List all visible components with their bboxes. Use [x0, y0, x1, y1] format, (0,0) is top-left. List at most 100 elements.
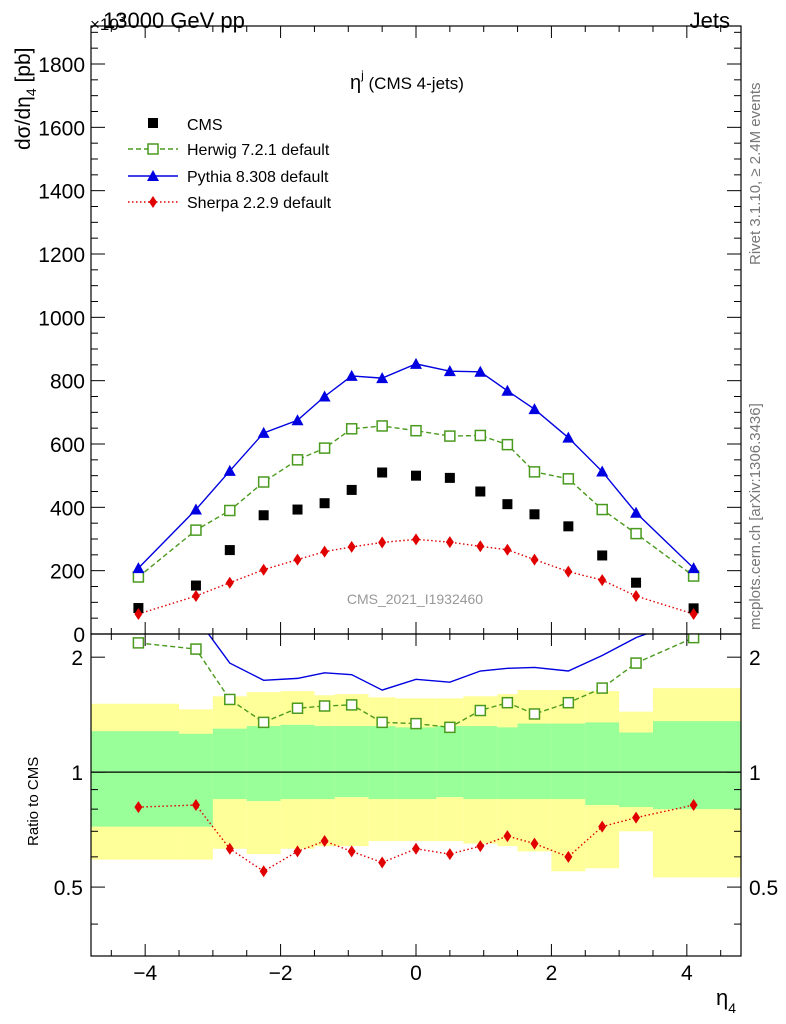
point-cms	[597, 550, 608, 561]
point-cms	[631, 577, 642, 588]
ratio-data	[91, 634, 741, 878]
point-cms	[319, 498, 330, 509]
ratio-point-sherpa	[564, 850, 573, 863]
x-tick-label: −2	[269, 962, 293, 985]
ratio-point-herwig	[687, 634, 700, 644]
point-pythia	[132, 562, 145, 574]
point-sherpa	[293, 553, 302, 566]
legend-marker-herwig	[147, 143, 159, 155]
point-herwig	[376, 420, 388, 432]
ratio-point-sherpa	[598, 820, 607, 833]
ratio-point-herwig	[376, 716, 388, 729]
band-inner	[368, 726, 396, 800]
ratio-point-sherpa	[259, 865, 268, 878]
point-sherpa	[412, 533, 420, 546]
point-herwig	[132, 571, 145, 583]
point-pythia	[189, 503, 202, 515]
x-tick-label: 0	[410, 962, 422, 985]
legend-item-pythia: Pythia 8.308 default	[128, 169, 329, 186]
main-panel: ηj (CMS 4-jets) CMS_2021_I1932460 200 400…	[12, 25, 742, 647]
point-pythia	[501, 384, 514, 396]
point-pythia	[318, 390, 331, 402]
band-inner	[314, 726, 335, 800]
point-herwig	[562, 473, 575, 485]
band-inner	[246, 726, 281, 802]
point-cms	[346, 484, 357, 495]
point-sherpa	[530, 553, 539, 566]
point-herwig	[528, 466, 541, 478]
watermark-label: CMS_2021_I1932460	[347, 591, 483, 607]
ratio-axes: −4 −2 0 2 4 0.5 0.5 1 1 2 2	[54, 634, 778, 985]
point-herwig	[345, 423, 358, 435]
ratio-point-herwig	[291, 702, 304, 714]
point-cms	[475, 486, 486, 497]
ratio-y-label: Ratio to CMS	[25, 757, 42, 846]
point-herwig	[318, 442, 331, 454]
ratio-point-herwig	[562, 696, 575, 709]
ratio-point-herwig	[190, 643, 202, 655]
ratio-y-tick-label-right: 1	[749, 762, 761, 785]
ratio-point-herwig	[630, 657, 642, 669]
y-tick-label: 1000	[38, 307, 85, 330]
point-sherpa	[320, 545, 329, 558]
point-sherpa	[225, 576, 234, 589]
ratio-y-tick-label-right: 0.5	[749, 877, 778, 900]
y-tick-label: 200	[50, 561, 85, 584]
point-pythia	[345, 369, 358, 381]
ratio-point-herwig	[345, 699, 358, 711]
band-inner	[619, 732, 653, 808]
point-herwig	[444, 430, 456, 442]
point-sherpa	[598, 574, 607, 587]
point-cms	[377, 467, 388, 478]
ratio-point-herwig	[132, 637, 145, 649]
ratio-point-sherpa	[412, 842, 420, 855]
point-pythia	[410, 357, 422, 369]
ratio-point-sherpa	[225, 842, 234, 855]
ratio-line-pythia	[207, 634, 649, 691]
point-sherpa	[378, 536, 387, 549]
band-inner	[585, 722, 620, 806]
ratio-point-sherpa	[378, 856, 387, 869]
y-tick-label: 0	[73, 624, 85, 647]
legend-item-sherpa: Sherpa 2.2.9 default	[128, 195, 332, 212]
band-inner	[91, 731, 180, 827]
band-inner	[463, 726, 498, 800]
point-pythia	[596, 465, 609, 477]
ratio-point-sherpa	[134, 801, 143, 814]
x-tick-label: 4	[681, 962, 693, 985]
point-herwig	[224, 504, 236, 517]
ratio-point-herwig	[501, 696, 514, 709]
band-inner	[334, 726, 369, 798]
ratio-point-herwig	[318, 700, 331, 712]
point-pythia	[562, 431, 575, 443]
band-inner	[517, 723, 552, 800]
point-cms	[133, 603, 144, 614]
header-jets: Jets	[690, 8, 730, 33]
point-herwig	[501, 438, 514, 451]
ratio-point-herwig	[410, 717, 422, 730]
point-pythia	[291, 414, 304, 426]
ratio-point-sherpa	[191, 799, 200, 812]
legend-marker-pythia	[147, 170, 159, 181]
x-axis-label: η4	[716, 985, 736, 1016]
rivet-label: Rivet 3.1.10, ≥ 2.4M events	[747, 83, 764, 266]
y-axis-label: dσ/dη4 [pb]	[12, 47, 39, 150]
ratio-point-sherpa	[445, 848, 454, 861]
ratio-panel: −4 −2 0 2 4 0.5 0.5 1 1 2 2 Ratio to CMS η4	[25, 633, 778, 1016]
point-sherpa	[191, 590, 200, 602]
y-tick-label: 400	[50, 497, 85, 520]
point-herwig	[257, 476, 270, 488]
point-pythia	[443, 365, 456, 377]
ratio-point-herwig	[224, 693, 236, 706]
point-pythia	[223, 464, 236, 476]
line-herwig	[137, 425, 695, 578]
ratio-point-sherpa	[347, 845, 356, 858]
legend-label-pythia: Pythia 8.308 default	[187, 169, 329, 186]
band-inner	[179, 733, 213, 827]
ratio-y-tick-label-right: 2	[749, 647, 761, 670]
point-sherpa	[476, 540, 485, 553]
point-sherpa	[689, 608, 698, 621]
ratio-point-sherpa	[503, 830, 512, 843]
legend: CMS Herwig 7.2.1 default Pythia 8.308 de…	[128, 117, 332, 212]
legend-label-herwig: Herwig 7.2.1 default	[187, 142, 330, 159]
